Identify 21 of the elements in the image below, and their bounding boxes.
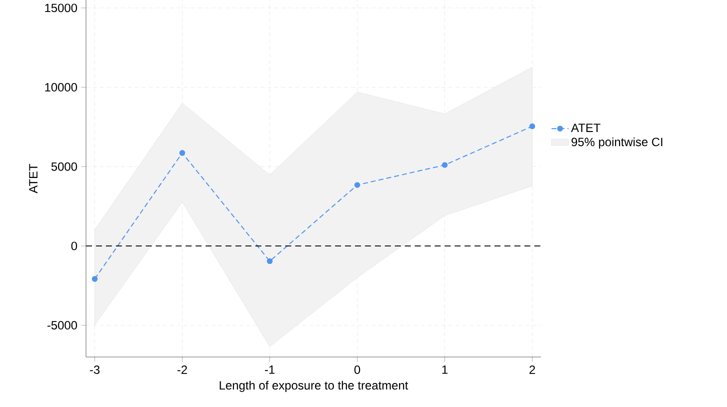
legend-label: ATET (571, 124, 600, 132)
point (354, 182, 360, 188)
x-tick-label: -3 (90, 366, 100, 374)
point (266, 258, 273, 264)
y-tick-label: -5000 (47, 321, 78, 330)
y-tick-label: 5000 (51, 162, 78, 171)
point (529, 123, 536, 130)
x-tick-label: 2 (530, 366, 535, 374)
x-tick-label: -1 (264, 366, 274, 374)
x-axis-title: Length of exposure to the treatment (220, 380, 408, 392)
y-axis-title: ATET (29, 164, 38, 194)
y-tick-label: 15000 (45, 4, 78, 12)
y-tick-label: 0 (71, 242, 78, 250)
point (179, 150, 186, 156)
text: 95% pointwise CI (572, 137, 662, 149)
point (92, 276, 98, 282)
point (442, 162, 448, 168)
x-tick-label: 0 (354, 366, 360, 374)
x-tick-label: -2 (177, 366, 187, 374)
y-tick-label: 10000 (45, 83, 78, 92)
x-tick-label: 1 (442, 366, 448, 374)
